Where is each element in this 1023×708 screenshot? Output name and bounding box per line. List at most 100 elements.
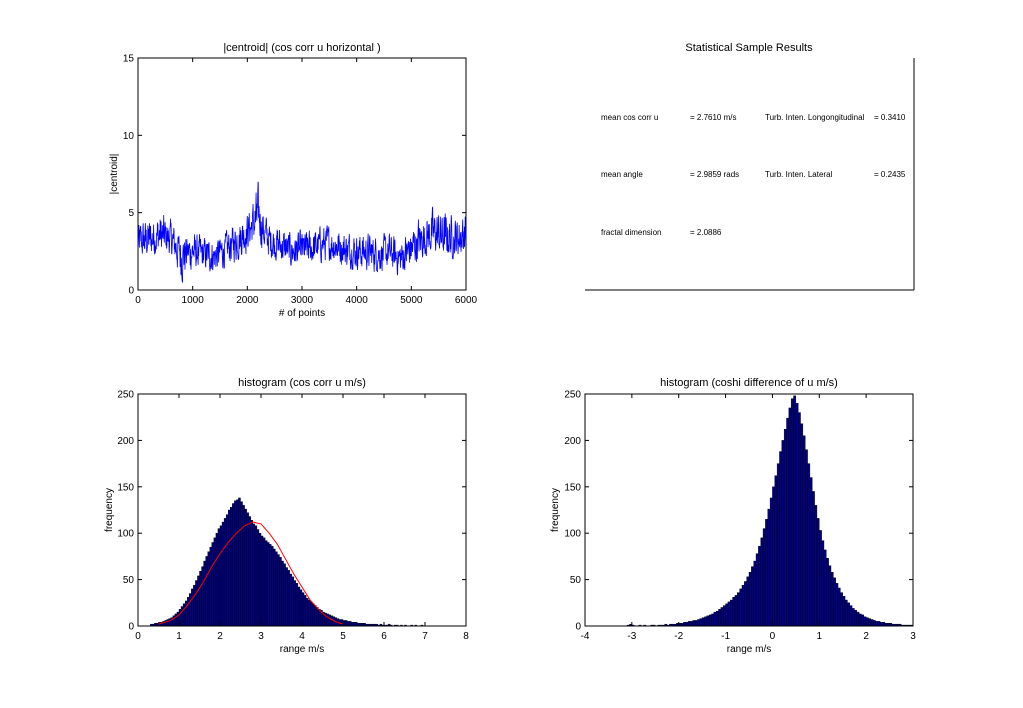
- timeseries-ytick-label: 10: [123, 131, 135, 142]
- hist2-ytick-label: 0: [575, 622, 581, 633]
- hist1-bar: [182, 603, 186, 627]
- hist1-ytick-label: 100: [117, 529, 134, 540]
- hist1-bar: [281, 560, 284, 627]
- hist1-xtick-label: 1: [176, 631, 182, 642]
- stat-label: Turb. Inten. Longongitudinal: [765, 113, 865, 122]
- stat-value: = 0.3410: [874, 113, 906, 122]
- hist2-bar: [809, 477, 813, 627]
- stat-value: = 2.0886: [690, 228, 722, 237]
- hist1-bar: [351, 622, 354, 627]
- hist1-bar: [266, 542, 270, 627]
- hist2-bar: [774, 475, 778, 627]
- hist2-bar: [795, 403, 799, 627]
- stat-value: = 0.2435: [874, 170, 906, 179]
- hist2-bar: [844, 599, 848, 627]
- hist1-bar: [316, 607, 319, 627]
- hist2-bar: [690, 621, 693, 627]
- hist1-bar: [295, 583, 299, 627]
- timeseries-ylabel: |centroid|: [109, 154, 120, 195]
- hist2-bar: [847, 602, 850, 627]
- hist1-bar: [236, 499, 239, 627]
- hist2-bar: [741, 584, 745, 627]
- hist2-bar: [819, 530, 822, 627]
- hist2-bar: [858, 613, 862, 627]
- hist2-bar: [868, 618, 872, 627]
- hist2-bar: [833, 577, 836, 627]
- timeseries-xtick-label: 6000: [455, 295, 478, 306]
- hist2-bar: [835, 583, 839, 627]
- hist1-ytick-label: 0: [128, 622, 134, 633]
- timeseries-xtick-label: 3000: [291, 295, 314, 306]
- hist2-bar: [751, 566, 754, 627]
- hist2-bar: [790, 398, 794, 627]
- hist2-bar: [821, 540, 825, 627]
- hist1-bar: [299, 589, 303, 627]
- hist1-bar: [211, 542, 215, 627]
- timeseries-xtick-label: 4000: [346, 295, 369, 306]
- hist2-xlabel: range m/s: [727, 644, 771, 655]
- hist2-bar: [713, 611, 717, 627]
- hist2-bar: [687, 621, 691, 627]
- hist2-bar: [823, 549, 827, 627]
- hist1-bar: [260, 535, 264, 627]
- hist1-bar: [314, 605, 317, 627]
- hist1-bar: [191, 588, 194, 627]
- hist2-bar: [783, 429, 787, 627]
- hist2-xtick-label: -3: [627, 631, 636, 642]
- hist2-bar: [765, 519, 768, 627]
- hist2-bar: [737, 592, 740, 627]
- hist2-title: histogram (coshi difference of u m/s): [660, 377, 838, 389]
- hist2-bar: [769, 497, 773, 627]
- hist1-bar: [230, 507, 233, 627]
- hist2-ytick-label: 200: [564, 436, 581, 447]
- timeseries-ytick-label: 5: [128, 208, 134, 219]
- hist1-bar: [207, 551, 210, 627]
- hist2-bar: [849, 605, 853, 627]
- hist2-bar: [704, 616, 708, 627]
- hist1-xtick-label: 5: [340, 631, 346, 642]
- stat-value: = 2.9859 rads: [690, 170, 739, 179]
- hist2-xtick-label: -1: [721, 631, 730, 642]
- hist1-ytick-label: 50: [123, 575, 135, 586]
- hist2-bar: [807, 463, 811, 627]
- timeseries-series-line: [137, 181, 467, 283]
- hist2-bar: [734, 595, 738, 627]
- hist1-bar: [186, 597, 190, 627]
- hist2-bar: [732, 597, 736, 627]
- hist1-bar: [254, 525, 258, 627]
- hist1-ytick-label: 250: [117, 390, 134, 401]
- hist2-bar: [872, 620, 876, 627]
- hist1-bar: [215, 533, 219, 627]
- hist1-bar: [355, 622, 358, 627]
- hist1-title: histogram (cos corr u m/s): [238, 377, 366, 389]
- hist2-bar: [746, 576, 750, 627]
- hist1-bar: [193, 584, 196, 627]
- hist1-bar: [217, 528, 221, 627]
- hist1-xtick-label: 0: [135, 631, 141, 642]
- hist2-bar: [812, 491, 815, 627]
- hist2-bar: [880, 622, 883, 627]
- hist2-bar: [748, 571, 752, 627]
- hist1-bar: [346, 621, 350, 627]
- hist1-bar: [199, 571, 202, 627]
- hist2-xtick-label: -2: [674, 631, 683, 642]
- hist1-bar: [232, 503, 235, 627]
- hist2-bar: [753, 560, 757, 627]
- hist2-bar: [826, 558, 829, 627]
- hist2-bar: [781, 440, 785, 627]
- hist2-xtick-label: 1: [817, 631, 823, 642]
- hist1-bar: [242, 505, 245, 627]
- hist1-bar: [213, 537, 217, 627]
- hist1-bar: [221, 521, 225, 627]
- hist1-xtick-label: 3: [258, 631, 264, 642]
- hist1-bar: [293, 580, 297, 627]
- hist1-bar: [289, 573, 292, 627]
- hist2-ylabel: frequency: [550, 488, 561, 532]
- hist2-bar: [699, 618, 703, 627]
- hist1-fit-line: [158, 521, 344, 625]
- hist2-bar: [837, 587, 841, 627]
- timeseries-xtick-label: 2000: [236, 295, 259, 306]
- hist2-bar: [877, 621, 881, 627]
- hist2-bar: [805, 449, 808, 627]
- hist2-bar: [727, 601, 731, 627]
